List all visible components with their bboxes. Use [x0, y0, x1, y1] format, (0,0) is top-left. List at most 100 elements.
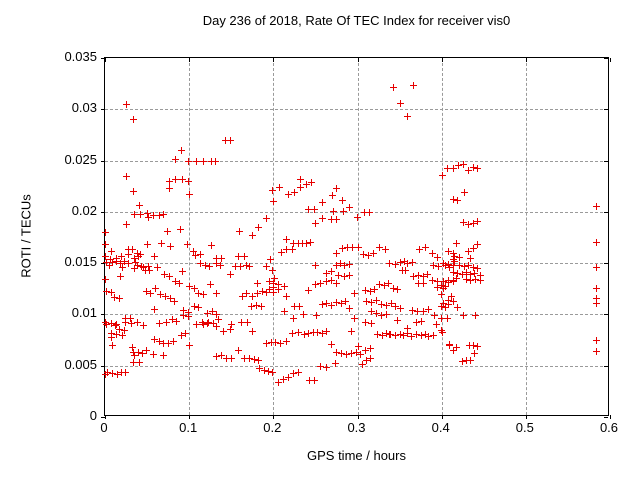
data-point-marker [231, 263, 239, 271]
data-point-marker [117, 252, 125, 260]
data-point-marker [346, 305, 354, 313]
data-point-marker [474, 240, 482, 248]
data-point-marker [437, 290, 445, 298]
data-point-marker [213, 255, 221, 262]
data-point-marker [375, 243, 383, 251]
data-point-marker [337, 350, 345, 358]
data-point-marker [417, 317, 425, 325]
x-axis-label: GPS time / hours [307, 448, 406, 463]
data-point-marker [319, 198, 327, 206]
data-point-marker [308, 179, 316, 187]
data-point-marker [404, 113, 412, 121]
data-point-marker [113, 255, 121, 262]
data-point-marker [155, 211, 163, 219]
data-point-marker [199, 157, 207, 165]
data-point-marker [425, 306, 433, 314]
data-point-marker [226, 325, 234, 333]
data-point-marker [353, 213, 361, 221]
data-point-marker [472, 312, 480, 320]
data-point-marker [254, 279, 262, 287]
data-point-marker [159, 340, 167, 348]
data-point-marker [166, 242, 174, 250]
data-point-marker [277, 248, 285, 256]
data-point-marker [199, 320, 207, 328]
data-point-marker [425, 332, 433, 340]
data-point-marker [322, 363, 330, 371]
data-point-marker [435, 263, 443, 271]
data-point-marker [384, 279, 392, 287]
data-point-marker [208, 308, 216, 316]
data-point-marker [449, 277, 457, 285]
data-point-marker [190, 303, 198, 311]
data-point-marker [456, 262, 464, 270]
data-point-marker [249, 232, 257, 240]
data-point-marker [164, 228, 172, 236]
data-point-marker [198, 318, 206, 326]
x-tick-mark [441, 58, 443, 62]
data-point-marker [322, 327, 330, 335]
data-point-marker [159, 352, 167, 360]
data-point-marker [218, 352, 226, 360]
data-point-marker [306, 238, 314, 246]
data-point-marker [467, 255, 475, 262]
data-point-marker [383, 311, 391, 319]
data-point-marker [143, 240, 151, 248]
data-point-marker [450, 195, 458, 203]
data-point-marker [178, 268, 186, 276]
data-point-marker [228, 320, 236, 328]
data-point-marker [430, 262, 438, 270]
data-point-marker [177, 331, 185, 339]
data-point-marker [319, 215, 327, 222]
data-point-marker [442, 282, 450, 290]
data-point-marker [244, 318, 252, 326]
data-point-marker [171, 277, 179, 285]
data-point-marker [164, 340, 172, 348]
data-point-marker [109, 369, 117, 377]
data-point-marker [294, 328, 302, 336]
data-point-marker [420, 279, 428, 287]
data-point-marker [119, 331, 126, 339]
x-tick-mark [525, 58, 527, 62]
gridline-horizontal [105, 211, 608, 213]
data-point-marker [459, 312, 467, 320]
data-point-marker [451, 258, 459, 266]
data-point-marker [207, 280, 215, 288]
gridline-vertical [273, 58, 275, 415]
data-point-marker [442, 262, 450, 270]
data-point-marker [453, 270, 461, 278]
data-point-marker [184, 313, 192, 321]
data-point-marker [367, 319, 375, 327]
data-point-marker [282, 338, 290, 346]
data-point-marker [388, 300, 396, 308]
x-tick-mark [610, 415, 611, 419]
data-point-marker [432, 320, 440, 328]
data-point-marker [322, 277, 330, 285]
data-point-marker [249, 292, 257, 300]
y-tick-label: 0.005 [64, 356, 97, 372]
data-point-marker [179, 312, 187, 320]
data-point-marker [443, 164, 451, 172]
data-point-marker [332, 279, 340, 287]
data-point-marker [346, 261, 354, 269]
data-point-marker [367, 345, 375, 353]
data-point-marker [270, 283, 278, 291]
data-point-marker [335, 272, 343, 280]
data-point-marker [429, 249, 437, 257]
data-point-marker [449, 269, 457, 277]
x-tick-mark [189, 415, 191, 419]
data-point-marker [269, 187, 277, 195]
data-point-marker [192, 320, 200, 328]
data-point-marker [239, 292, 247, 300]
data-point-marker [311, 280, 319, 288]
data-point-marker [103, 287, 110, 295]
data-point-marker [262, 263, 270, 271]
data-point-marker [450, 347, 458, 355]
data-point-marker [121, 314, 129, 322]
data-point-marker [394, 316, 402, 324]
y-tick-mark [604, 365, 608, 367]
data-point-marker [469, 163, 477, 171]
data-point-marker [282, 235, 290, 243]
data-point-marker [378, 301, 386, 309]
data-point-marker [228, 354, 236, 362]
data-point-marker [125, 260, 133, 268]
